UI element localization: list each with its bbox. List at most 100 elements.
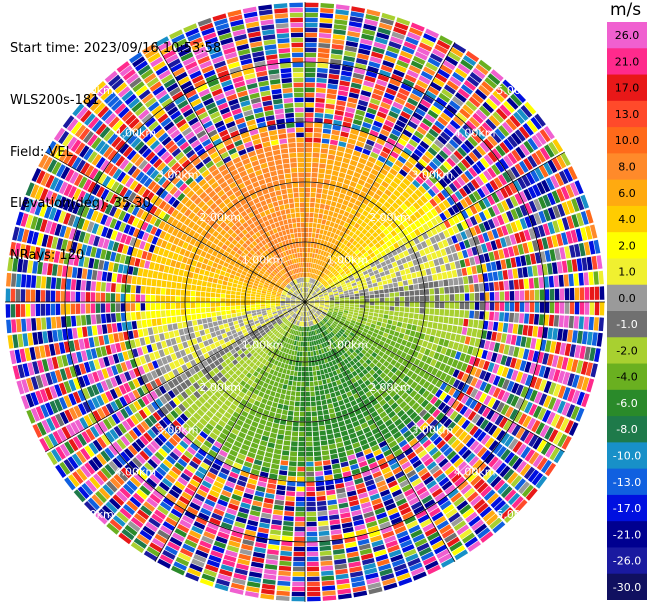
velocity-gate [436, 345, 443, 353]
velocity-gate [318, 213, 323, 219]
velocity-gate [371, 266, 378, 271]
velocity-gate [351, 6, 366, 13]
velocity-gate [316, 495, 326, 501]
velocity-gate [353, 290, 359, 294]
velocity-gate [539, 147, 551, 161]
velocity-gate [461, 249, 469, 259]
velocity-gate [320, 435, 327, 441]
velocity-gate [382, 124, 392, 133]
velocity-gate [469, 293, 475, 301]
velocity-gate [396, 185, 405, 194]
velocity-gate [559, 247, 566, 260]
velocity-gate [589, 347, 596, 362]
velocity-gate [317, 310, 322, 314]
velocity-gate [342, 340, 347, 346]
velocity-gate [362, 426, 371, 434]
velocity-gate [361, 242, 368, 248]
velocity-gate [274, 413, 282, 419]
velocity-gate [482, 101, 495, 114]
velocity-gate [474, 292, 480, 301]
velocity-gate [316, 400, 322, 406]
velocity-gate [510, 334, 517, 345]
velocity-gate [328, 387, 335, 393]
velocity-gate [300, 391, 305, 397]
velocity-gate [464, 354, 471, 364]
velocity-gate [495, 462, 507, 475]
velocity-gate [396, 349, 403, 356]
velocity-gate [406, 378, 414, 386]
velocity-gate [495, 238, 502, 249]
velocity-gate [307, 294, 311, 298]
velocity-gate [318, 307, 324, 310]
velocity-gate [585, 209, 594, 224]
velocity-gate [464, 336, 471, 345]
velocity-gate [443, 316, 449, 324]
velocity-gate [354, 222, 360, 229]
velocity-gate [477, 431, 487, 442]
velocity-gate [437, 68, 451, 79]
velocity-gate [348, 324, 354, 329]
velocity-gate [329, 305, 334, 308]
velocity-gate [328, 266, 333, 271]
velocity-gate [525, 374, 533, 387]
velocity-gate [272, 514, 283, 521]
velocity-gate [402, 280, 408, 286]
velocity-gate [317, 276, 321, 281]
velocity-gate [347, 202, 354, 209]
velocity-gate [314, 355, 318, 361]
velocity-gate [293, 376, 298, 381]
velocity-gate [532, 326, 539, 337]
velocity-gate [558, 315, 564, 328]
velocity-gate [483, 209, 492, 220]
velocity-gate [372, 342, 379, 348]
velocity-gate [344, 322, 349, 327]
velocity-gate [345, 174, 353, 181]
velocity-gate [334, 358, 340, 364]
velocity-gate [335, 333, 340, 339]
velocity-gate [465, 50, 480, 63]
velocity-gate [456, 112, 468, 123]
velocity-gate [530, 116, 542, 130]
velocity-gate [343, 55, 356, 62]
velocity-gate [343, 288, 348, 292]
velocity-gate [366, 177, 374, 185]
velocity-gate [309, 257, 312, 263]
velocity-gate [324, 246, 329, 252]
velocity-gate [356, 140, 365, 148]
velocity-gate [306, 471, 315, 477]
velocity-gate [413, 284, 419, 290]
velocity-gate [484, 437, 495, 449]
velocity-gate [387, 345, 394, 352]
velocity-gate [398, 364, 406, 372]
velocity-gate [442, 239, 449, 248]
velocity-gate [420, 241, 428, 249]
velocity-gate [280, 550, 292, 557]
velocity-gate [382, 146, 392, 155]
velocity-gate [315, 269, 319, 275]
velocity-gate [305, 426, 312, 432]
velocity-gate [539, 379, 547, 392]
velocity-gate [430, 358, 437, 367]
velocity-gate [367, 349, 374, 355]
velocity-gate [413, 358, 421, 366]
velocity-gate [347, 327, 353, 332]
velocity-gate [307, 272, 310, 278]
velocity-gate [404, 302, 410, 307]
velocity-gate [281, 414, 287, 420]
velocity-gate [457, 88, 470, 99]
velocity-gate [574, 180, 584, 195]
velocity-gate [355, 236, 361, 243]
velocity-gate [556, 188, 566, 202]
velocity-gate [461, 373, 469, 383]
velocity-gate [464, 229, 472, 239]
velocity-gate [412, 278, 418, 284]
velocity-gate [400, 151, 410, 160]
velocity-gate [453, 277, 459, 286]
velocity-gate [426, 253, 433, 261]
velocity-gate [591, 255, 598, 270]
velocity-gate [382, 415, 390, 423]
velocity-gate [514, 358, 522, 370]
velocity-gate [384, 119, 395, 128]
velocity-gate [430, 267, 437, 274]
velocity-gate [498, 343, 505, 354]
